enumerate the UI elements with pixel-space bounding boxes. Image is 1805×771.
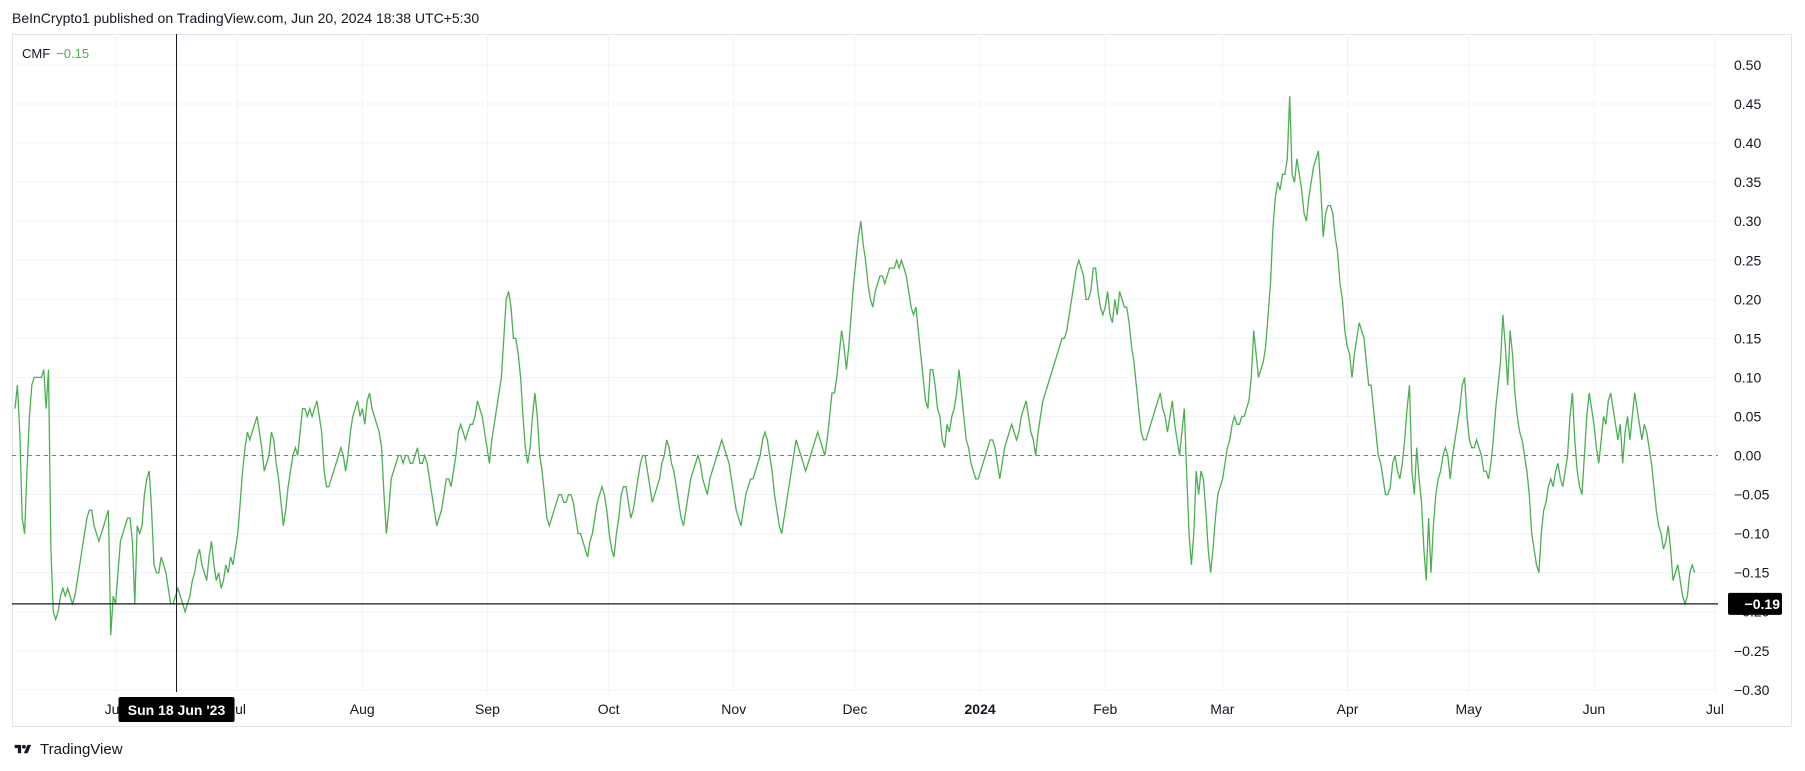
x-tick-label: Oct	[598, 701, 620, 717]
indicator-legend[interactable]: CMF −0.15	[22, 46, 89, 61]
y-tick-label: 0.30	[1734, 213, 1761, 229]
y-tick-label: −0.15	[1734, 565, 1770, 581]
x-tick-label: Jul	[1706, 701, 1724, 717]
legend-name: CMF	[22, 46, 51, 61]
x-tick-label: May	[1455, 701, 1481, 717]
y-tick-label: 0.20	[1734, 291, 1761, 307]
x-tick-label: Mar	[1210, 701, 1234, 717]
y-tick-label: 0.15	[1734, 330, 1761, 346]
tradingview-logo-icon	[14, 744, 32, 754]
x-tick-label: Jun	[1583, 701, 1606, 717]
y-tick-label: 0.25	[1734, 252, 1761, 268]
y-tick-label: −0.05	[1734, 487, 1770, 503]
y-tick-label: 0.40	[1734, 135, 1761, 151]
grid	[12, 34, 1718, 692]
y-tick-label: 0.35	[1734, 174, 1761, 190]
crosshair-price-label-bg	[1728, 592, 1782, 615]
x-tick-label: Apr	[1337, 701, 1359, 717]
crosshair-price-label: −0.19	[1745, 596, 1781, 612]
chart-pane[interactable]	[12, 34, 1792, 727]
y-tick-label: 0.05	[1734, 408, 1761, 424]
y-tick-label: −0.30	[1734, 682, 1770, 698]
y-tick-label: −0.10	[1734, 526, 1770, 542]
x-tick-label: 2024	[965, 701, 996, 717]
crosshair-date-label-bg	[118, 697, 235, 722]
tradingview-brand-text: TradingView	[40, 741, 123, 758]
x-tick-label: Dec	[842, 701, 867, 717]
y-tick-label: 0.50	[1734, 57, 1761, 73]
x-tick-label: Aug	[350, 701, 375, 717]
publish-info: BeInCrypto1 published on TradingView.com…	[12, 10, 480, 26]
y-tick-label: 0.10	[1734, 369, 1761, 385]
x-tick-label: Feb	[1093, 701, 1117, 717]
time-axis[interactable]: Jun Jul Aug Sep Oct Nov Dec 2024 Feb Mar Apr May Jun…	[105, 701, 1724, 717]
x-tick-label: Sep	[475, 701, 500, 717]
crosshair-date-label: Sun 18 Jun '23	[128, 702, 226, 718]
y-tick-label: −0.25	[1734, 643, 1770, 659]
legend-value: −0.15	[56, 46, 90, 61]
y-tick-label: 0.45	[1734, 96, 1761, 112]
tradingview-logo[interactable]: TradingView	[12, 741, 123, 758]
y-tick-label: 0.00	[1734, 448, 1761, 464]
cmf-series-line	[14, 96, 1696, 636]
x-tick-label: Nov	[721, 701, 746, 717]
